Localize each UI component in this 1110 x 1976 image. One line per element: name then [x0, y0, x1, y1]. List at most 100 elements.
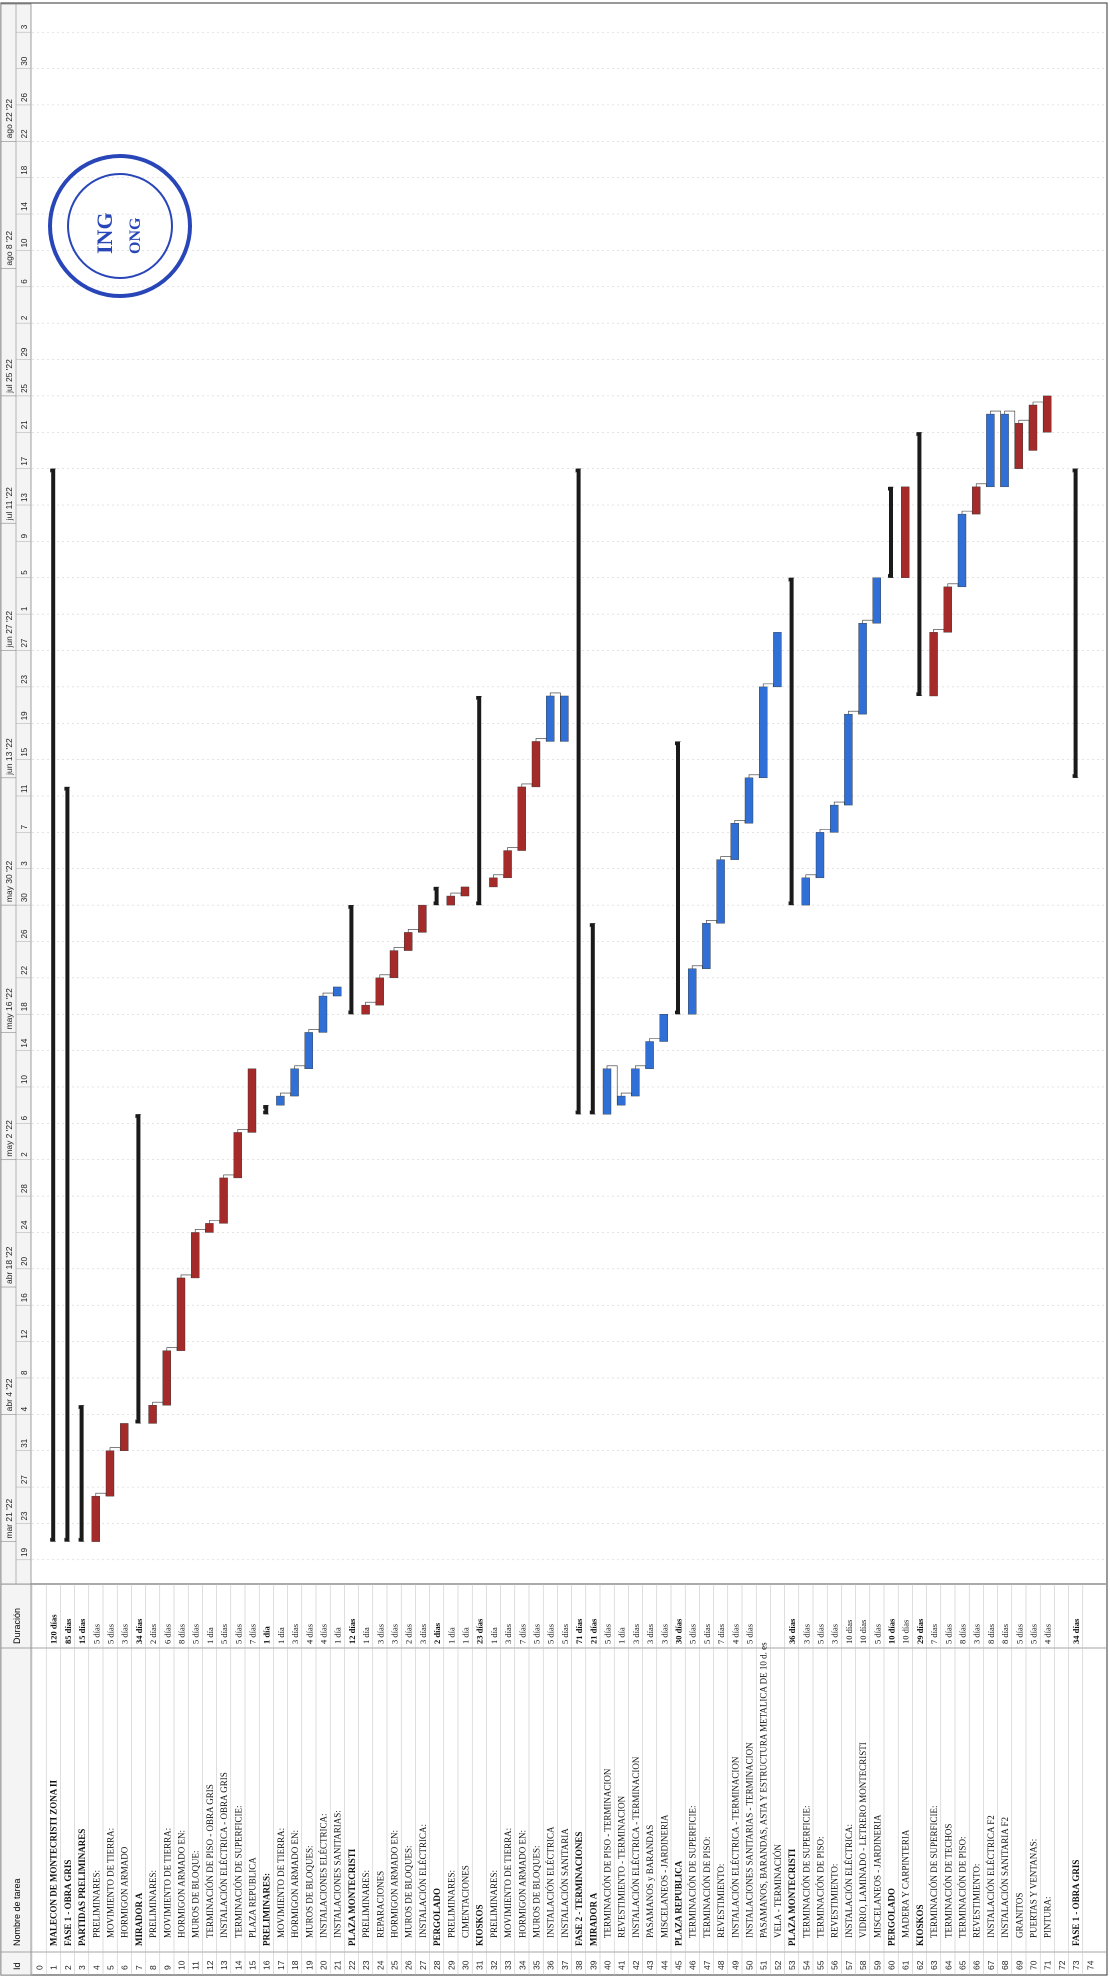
task-name: PLAZA MONTECRISTI: [347, 1848, 357, 1946]
task-duration: 3 días: [659, 1624, 669, 1644]
row-id: 59: [872, 1960, 882, 1970]
task-duration: 15 días: [77, 1618, 87, 1644]
dependency-link: [450, 892, 462, 897]
task-name: MADERA Y CARPINTERIA: [901, 1829, 911, 1938]
dependency-link: [521, 783, 533, 787]
row-id: 9: [162, 1965, 172, 1970]
stamp-inner-ring: [67, 173, 173, 279]
gantt-bars: [50, 395, 1079, 1542]
task-duration: 34 días: [134, 1618, 144, 1644]
task-name: PASAMANOS y BARANDAS: [645, 1825, 655, 1938]
minor-tick-label: 2: [20, 315, 29, 320]
dependency-link: [933, 629, 945, 633]
task-duration: 29 días: [915, 1618, 925, 1644]
task-duration: 7 días: [716, 1624, 726, 1644]
summary-bar: [889, 486, 893, 578]
task-duration: 6 días: [162, 1624, 172, 1644]
summary-cap-left: [64, 1537, 71, 1542]
task-duration: 8 días: [958, 1624, 968, 1644]
task-name: INSTALACIÓN ELÉCTRICA F2: [986, 1815, 996, 1938]
row-id: 20: [319, 1960, 329, 1970]
row-id: 33: [503, 1960, 513, 1970]
major-tick-label: ago 22 '22: [4, 99, 14, 139]
summary-bar: [349, 905, 354, 1015]
task-name: INSTALACIÓN SANITARIA: [560, 1828, 570, 1938]
row-id: 74: [1085, 1960, 1095, 1970]
task-duration: 34 días: [1071, 1618, 1081, 1644]
task-duration: 8 días: [177, 1624, 187, 1644]
dependency-link: [379, 974, 391, 978]
summary-bar: [477, 695, 482, 906]
row-id: 36: [546, 1960, 556, 1970]
row-id: 5: [106, 1965, 116, 1970]
row-id: 56: [830, 1960, 840, 1970]
dependency-link: [152, 1401, 164, 1406]
task-bar: [631, 1068, 640, 1097]
summary-cap-right: [788, 577, 795, 582]
task-bar: [744, 777, 754, 824]
task-bar: [1000, 413, 1009, 488]
dependency-link: [280, 1092, 291, 1097]
row-id: 46: [688, 1960, 698, 1970]
dependency-link: [748, 774, 760, 778]
dependency-link: [606, 1065, 618, 1106]
summary-cap-right: [675, 741, 681, 746]
row-id: 25: [390, 1960, 400, 1970]
dependency-link: [166, 1347, 178, 1351]
task-duration: 5 días: [1014, 1624, 1024, 1644]
summary-bar: [576, 468, 581, 1115]
dependency-link: [990, 410, 1001, 487]
task-duration: 3 días: [120, 1624, 130, 1644]
critical-task-bar: [446, 895, 455, 906]
row-id: 7: [134, 1965, 144, 1970]
minor-tick-label: 30: [20, 893, 29, 902]
task-duration: 5 días: [702, 1624, 712, 1644]
task-bar: [645, 1041, 654, 1069]
minor-tick-label: 29: [20, 347, 29, 356]
task-name: REVESTIMIENTO - TERMINACION: [617, 1795, 627, 1938]
summary-cap-left: [433, 901, 440, 906]
minor-tick-label: 14: [20, 202, 29, 211]
summary-bar: [590, 923, 595, 1115]
task-name: PRELIMINARES:: [489, 1870, 499, 1938]
dependency-link: [194, 1229, 206, 1233]
dependency-link: [635, 1065, 646, 1069]
summary-cap-right: [263, 1105, 270, 1110]
task-duration: 3 días: [830, 1624, 840, 1644]
dependency-link: [833, 801, 845, 806]
minor-tick-label: 18: [20, 165, 29, 174]
task-name: REVESTIMIENTO:: [716, 1864, 726, 1938]
row-id: 58: [858, 1960, 868, 1970]
task-name: HORMIGON ARMADO EN:: [290, 1830, 300, 1938]
minor-tick-label: 26: [20, 929, 29, 938]
minor-tick-label: 23: [20, 1511, 29, 1520]
task-name: INSTALACIONES ELÉCTRICA:: [319, 1813, 329, 1938]
summary-cap-left: [675, 1010, 681, 1015]
task-name: TERMINACIÓN DE PISO:: [816, 1836, 826, 1938]
summary-cap-left: [916, 691, 923, 696]
task-bar: [957, 513, 967, 588]
task-duration: 2 días: [148, 1624, 158, 1644]
task-duration: 21 días: [588, 1618, 598, 1644]
row-id: 44: [659, 1960, 669, 1970]
minor-tick-label: 31: [20, 1438, 29, 1447]
row-id: 34: [517, 1960, 527, 1970]
task-duration: 1 día: [333, 1627, 343, 1644]
task-name: HORMIGON ARMADO EN:: [177, 1830, 187, 1938]
task-name: PARTIDAS PRELIMINARES: [77, 1829, 87, 1946]
row-id: 17: [276, 1960, 286, 1970]
task-duration: 1 día: [262, 1626, 272, 1644]
task-name: INSTALACIÓN SANITARIA F2: [1000, 1817, 1010, 1938]
summary-bar: [65, 786, 70, 1542]
task-name: PRELIMINARES:: [91, 1870, 101, 1938]
task-name: VIDRIO, LAMINADO - LETRERO MONTECRISTI: [858, 1742, 868, 1938]
dependency-link: [535, 738, 547, 742]
minor-tick-label: 3: [20, 861, 29, 866]
critical-task-bar: [105, 1450, 115, 1497]
task-name: INSTALACIÓN ELÉCTRICA - OBRA GRIS: [219, 1772, 229, 1938]
summary-cap-right: [1072, 468, 1079, 473]
task-name: INSTALACIÓN ELÉCTRICA:: [418, 1824, 428, 1938]
major-tick-label: may 2 '22: [4, 1120, 14, 1157]
task-name: GRANITOS: [1014, 1893, 1024, 1938]
task-bar: [290, 1068, 299, 1097]
